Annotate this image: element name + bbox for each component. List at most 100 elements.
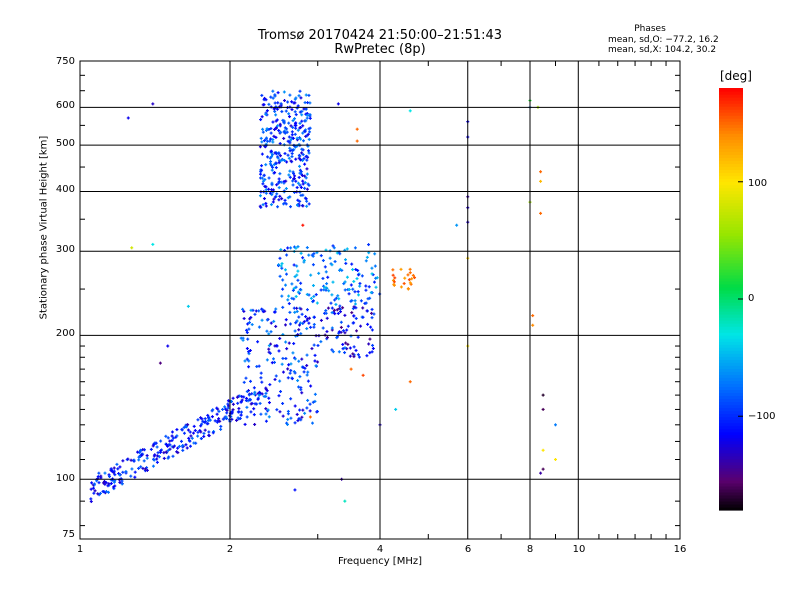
data-point — [207, 433, 211, 437]
data-point — [139, 465, 143, 469]
data-point — [342, 329, 346, 333]
data-point — [245, 328, 249, 332]
data-point — [353, 302, 357, 306]
data-point — [305, 187, 309, 191]
data-point — [295, 203, 299, 207]
data-point — [307, 137, 311, 141]
data-point — [370, 307, 374, 311]
data-point — [292, 263, 296, 267]
data-point — [277, 263, 281, 267]
data-point — [294, 121, 298, 125]
data-point — [194, 441, 198, 445]
data-point — [166, 436, 170, 440]
data-point — [301, 365, 305, 369]
colorbar-segment — [719, 368, 743, 372]
data-point — [296, 181, 300, 185]
colorbar-segment — [719, 362, 743, 366]
data-point — [337, 297, 341, 301]
data-point — [286, 139, 290, 143]
data-point — [287, 156, 291, 160]
colorbar-segment — [719, 404, 743, 409]
data-point — [374, 276, 378, 280]
data-point — [297, 175, 301, 179]
data-point — [305, 327, 309, 331]
colorbar-segment — [719, 256, 743, 261]
data-point — [284, 202, 288, 206]
data-point — [315, 301, 319, 305]
data-point — [295, 186, 299, 190]
data-point — [341, 306, 345, 310]
data-point — [344, 258, 348, 262]
data-point — [96, 492, 100, 496]
data-point — [267, 187, 271, 191]
data-point — [338, 252, 342, 256]
data-point — [292, 342, 296, 346]
phase-stats-o: mean, sd,O: −77.2, 16.2 — [608, 35, 719, 45]
data-point — [245, 390, 249, 394]
data-point — [301, 223, 305, 227]
colorbar-segment — [719, 317, 743, 321]
data-point — [391, 268, 395, 272]
data-point — [97, 481, 101, 485]
colorbar-segment — [719, 292, 743, 297]
data-point — [345, 328, 349, 332]
data-point — [240, 410, 244, 414]
data-point — [305, 113, 309, 117]
colorbar-segment — [719, 329, 743, 333]
data-point — [258, 401, 262, 405]
data-point — [299, 307, 303, 311]
data-point — [337, 350, 341, 354]
data-point — [293, 329, 297, 333]
data-point — [121, 459, 125, 463]
data-point — [120, 479, 124, 483]
colorbar-segment — [719, 413, 743, 418]
colorbar-segment — [719, 488, 743, 493]
data-point — [217, 417, 221, 421]
data-point — [305, 116, 309, 120]
data-point — [279, 130, 283, 134]
data-point — [336, 102, 340, 106]
colorbar-segment — [719, 211, 743, 216]
data-point — [266, 139, 270, 143]
colorbar-segment — [719, 386, 743, 391]
colorbar-segment — [719, 422, 743, 427]
data-point — [324, 270, 328, 274]
data-point — [291, 183, 295, 187]
data-point — [372, 280, 376, 284]
data-point — [407, 278, 411, 282]
data-point — [110, 469, 114, 473]
colorbar-segment — [719, 274, 743, 279]
data-point — [259, 376, 263, 380]
data-point — [213, 419, 217, 423]
data-point — [247, 393, 251, 397]
data-point — [539, 179, 543, 183]
data-point — [287, 173, 291, 177]
data-point — [308, 116, 312, 120]
y-tick-label: 100 — [55, 473, 75, 484]
data-point — [406, 287, 410, 291]
data-point — [282, 136, 286, 140]
data-point — [327, 289, 331, 293]
data-point — [298, 168, 302, 172]
data-point — [294, 179, 298, 183]
data-point — [553, 457, 557, 461]
colorbar-segment — [719, 332, 743, 336]
colorbar-segment — [719, 88, 743, 92]
data-point — [241, 307, 245, 311]
data-point — [281, 401, 285, 405]
data-point — [298, 154, 302, 158]
plot-subtitle: RwPretec (8p) — [334, 42, 426, 57]
data-point — [166, 344, 170, 348]
data-point — [355, 277, 359, 281]
colorbar-segment — [719, 181, 743, 186]
data-point — [365, 309, 369, 313]
data-point — [274, 166, 278, 170]
data-point — [297, 315, 301, 319]
data-point — [324, 309, 328, 313]
data-point — [296, 419, 300, 423]
data-point — [293, 101, 297, 105]
data-point — [347, 292, 351, 296]
data-point — [553, 423, 557, 427]
data-point — [294, 113, 298, 117]
data-point — [189, 434, 193, 438]
